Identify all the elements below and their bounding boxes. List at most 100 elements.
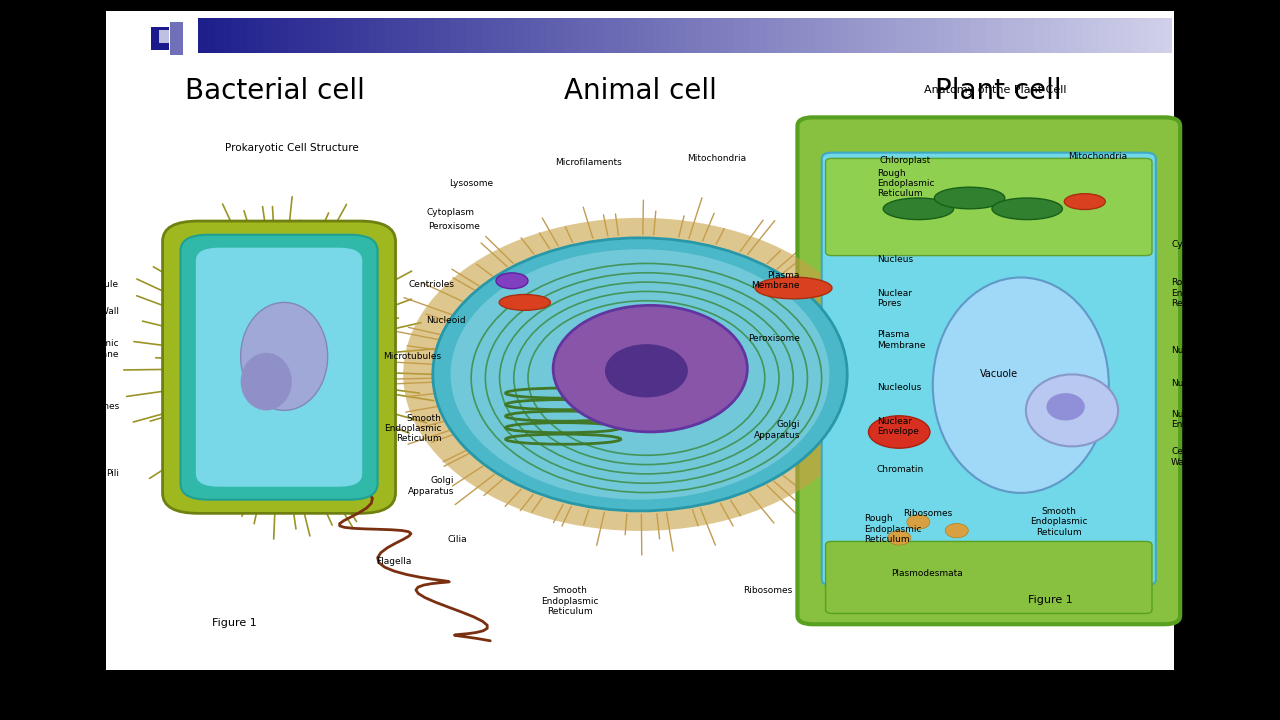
Bar bbox=[563, 18, 572, 53]
Bar bbox=[337, 18, 344, 53]
Bar bbox=[170, 22, 183, 55]
Bar bbox=[303, 18, 312, 53]
Bar bbox=[271, 18, 279, 53]
Bar bbox=[279, 18, 288, 53]
Bar bbox=[393, 18, 402, 53]
Bar bbox=[686, 18, 694, 53]
Bar bbox=[636, 18, 645, 53]
Text: Plasma
Membrane: Plasma Membrane bbox=[877, 330, 925, 349]
Bar bbox=[580, 18, 588, 53]
Bar bbox=[426, 18, 434, 53]
Bar bbox=[1075, 18, 1083, 53]
Text: Peroxisome: Peroxisome bbox=[748, 334, 800, 343]
Text: Golgi
Apparatus: Golgi Apparatus bbox=[754, 420, 800, 439]
Ellipse shape bbox=[934, 187, 1005, 209]
Text: Smooth
Endoplasmic
Reticulum: Smooth Endoplasmic Reticulum bbox=[541, 586, 598, 616]
Bar bbox=[1165, 18, 1172, 53]
Text: Nuclear
Envelope: Nuclear Envelope bbox=[1171, 410, 1213, 429]
Bar bbox=[1010, 18, 1019, 53]
Bar bbox=[718, 18, 726, 53]
Ellipse shape bbox=[755, 277, 832, 299]
Bar bbox=[1116, 18, 1124, 53]
Bar bbox=[378, 18, 385, 53]
Ellipse shape bbox=[1046, 393, 1085, 420]
Bar bbox=[515, 18, 524, 53]
Text: Animal cell: Animal cell bbox=[563, 78, 717, 105]
Bar bbox=[888, 18, 896, 53]
Bar bbox=[385, 18, 393, 53]
Ellipse shape bbox=[451, 249, 829, 500]
Bar bbox=[856, 18, 864, 53]
Bar bbox=[986, 18, 993, 53]
Bar bbox=[864, 18, 872, 53]
Bar bbox=[872, 18, 881, 53]
Ellipse shape bbox=[887, 531, 910, 545]
Text: Flagella: Flagella bbox=[376, 557, 412, 566]
Bar bbox=[735, 18, 742, 53]
Bar bbox=[653, 18, 660, 53]
Text: Rough
Endoplasmic
Reticulum: Rough Endoplasmic Reticulum bbox=[877, 168, 934, 199]
Text: Chloroplast: Chloroplast bbox=[879, 156, 932, 165]
Text: Cytoplasm: Cytoplasm bbox=[1171, 240, 1220, 249]
Bar bbox=[539, 18, 548, 53]
Bar bbox=[621, 18, 628, 53]
Bar bbox=[694, 18, 701, 53]
Text: Mitochondria: Mitochondria bbox=[1068, 152, 1128, 161]
Bar bbox=[524, 18, 531, 53]
Bar bbox=[361, 18, 369, 53]
Text: Bacterial cell: Bacterial cell bbox=[186, 78, 365, 105]
Bar bbox=[840, 18, 847, 53]
Bar bbox=[1132, 18, 1140, 53]
Text: Mitochondria: Mitochondria bbox=[687, 154, 746, 163]
Text: Nucleolus: Nucleolus bbox=[1171, 379, 1216, 388]
Bar bbox=[328, 18, 337, 53]
Text: Cell Wall: Cell Wall bbox=[81, 307, 119, 315]
Text: Prokaryotic Cell Structure: Prokaryotic Cell Structure bbox=[225, 143, 358, 153]
Ellipse shape bbox=[605, 344, 687, 397]
Ellipse shape bbox=[1027, 374, 1119, 446]
Bar bbox=[1107, 18, 1116, 53]
Bar bbox=[239, 18, 247, 53]
Bar bbox=[832, 18, 840, 53]
Bar bbox=[913, 18, 920, 53]
Bar bbox=[264, 18, 271, 53]
Ellipse shape bbox=[992, 198, 1062, 220]
Bar bbox=[1043, 18, 1051, 53]
Bar bbox=[312, 18, 320, 53]
Bar bbox=[410, 18, 417, 53]
Bar bbox=[742, 18, 750, 53]
Text: Figure 1: Figure 1 bbox=[1028, 595, 1073, 605]
Ellipse shape bbox=[906, 515, 929, 529]
Bar bbox=[1156, 18, 1165, 53]
Bar bbox=[978, 18, 986, 53]
Bar bbox=[815, 18, 823, 53]
Bar bbox=[230, 18, 239, 53]
Ellipse shape bbox=[499, 294, 550, 310]
FancyBboxPatch shape bbox=[196, 248, 362, 487]
Text: Ribosomes: Ribosomes bbox=[902, 509, 952, 518]
Bar bbox=[645, 18, 653, 53]
Text: Ribosomes: Ribosomes bbox=[70, 402, 119, 411]
Bar bbox=[791, 18, 799, 53]
Bar bbox=[905, 18, 913, 53]
Bar bbox=[701, 18, 710, 53]
Bar bbox=[726, 18, 735, 53]
Ellipse shape bbox=[170, 230, 388, 504]
Text: Cilia: Cilia bbox=[448, 536, 467, 544]
Text: Peroxisome: Peroxisome bbox=[428, 222, 480, 231]
Text: Microtubules: Microtubules bbox=[384, 352, 442, 361]
Bar bbox=[750, 18, 759, 53]
Text: Lysosome: Lysosome bbox=[449, 179, 493, 188]
Ellipse shape bbox=[403, 218, 877, 531]
Text: Rough
Endoplasmic
Reticulum: Rough Endoplasmic Reticulum bbox=[1171, 278, 1229, 308]
Bar bbox=[572, 18, 580, 53]
Bar bbox=[206, 18, 215, 53]
Bar bbox=[847, 18, 856, 53]
FancyBboxPatch shape bbox=[822, 153, 1156, 585]
Text: Cytoplasmic
Membrane: Cytoplasmic Membrane bbox=[64, 340, 119, 359]
Bar bbox=[247, 18, 255, 53]
Bar bbox=[451, 18, 458, 53]
Text: Rough
Endoplasmic
Reticulum: Rough Endoplasmic Reticulum bbox=[864, 514, 922, 544]
Text: Capsule: Capsule bbox=[83, 280, 119, 289]
Bar bbox=[937, 18, 945, 53]
